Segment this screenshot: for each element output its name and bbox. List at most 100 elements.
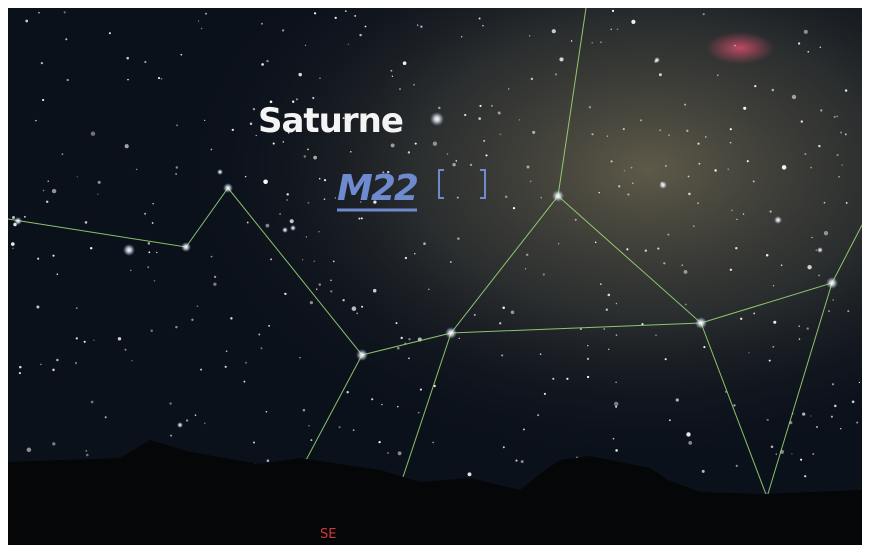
star: [773, 321, 776, 324]
star: [600, 41, 601, 42]
star: [418, 412, 420, 414]
bright-star: [430, 112, 444, 126]
star: [342, 299, 344, 301]
star: [659, 73, 662, 76]
star: [330, 279, 332, 281]
star: [705, 136, 706, 137]
star: [685, 304, 687, 306]
star: [38, 12, 40, 14]
star: [748, 352, 749, 353]
star: [502, 307, 505, 310]
star: [11, 242, 15, 246]
star: [396, 322, 398, 324]
star: [378, 441, 380, 443]
star: [175, 173, 177, 175]
star: [665, 165, 667, 167]
star: [118, 337, 121, 340]
star: [733, 404, 735, 406]
star: [820, 46, 822, 48]
star: [806, 327, 808, 329]
star: [575, 219, 577, 221]
star: [339, 426, 341, 428]
star: [818, 145, 820, 147]
star: [688, 193, 691, 196]
star: [645, 249, 647, 251]
star: [25, 20, 28, 23]
star: [125, 349, 127, 351]
star: [48, 181, 49, 182]
star: [84, 341, 86, 343]
star: [736, 465, 738, 467]
star: [250, 123, 253, 126]
star: [617, 28, 619, 30]
star: [286, 199, 288, 201]
star: [282, 141, 284, 143]
star: [263, 180, 268, 185]
star: [623, 128, 625, 130]
star: [12, 247, 14, 249]
star: [170, 435, 172, 437]
star: [200, 369, 202, 371]
star: [540, 353, 542, 355]
star: [307, 149, 309, 151]
star: [191, 319, 193, 321]
object-label: M22: [337, 168, 418, 209]
star: [420, 389, 422, 391]
star: [498, 112, 501, 115]
star: [640, 119, 642, 121]
star: [98, 181, 101, 184]
star: [611, 160, 613, 162]
star: [627, 193, 629, 195]
star: [811, 237, 812, 238]
star: [836, 116, 838, 118]
star: [399, 88, 400, 89]
star: [587, 376, 589, 378]
star: [261, 63, 264, 66]
star: [298, 73, 301, 76]
star: [665, 358, 667, 360]
star: [391, 143, 395, 147]
star: [606, 309, 608, 311]
star: [615, 449, 618, 452]
star: [397, 406, 399, 408]
star: [304, 155, 306, 157]
star: [335, 197, 336, 198]
star: [529, 35, 530, 36]
star: [201, 28, 203, 30]
star: [305, 45, 306, 46]
star: [810, 167, 812, 169]
star: [136, 169, 138, 171]
star: [186, 419, 188, 421]
star: [631, 20, 635, 24]
star: [156, 252, 157, 253]
star: [57, 273, 59, 275]
star: [243, 381, 245, 383]
star: [282, 29, 284, 31]
star: [801, 120, 803, 122]
star: [93, 340, 94, 341]
star: [587, 345, 588, 346]
star: [810, 415, 811, 416]
star: [766, 254, 769, 256]
star: [532, 131, 535, 134]
star: [52, 255, 54, 257]
star: [86, 454, 89, 457]
star: [804, 153, 806, 155]
star: [852, 400, 855, 403]
bright-star: [282, 227, 288, 233]
star: [740, 318, 742, 320]
star: [676, 398, 679, 401]
star: [319, 178, 321, 180]
sky-view: Saturne M22 SE: [0, 0, 870, 551]
star: [350, 151, 352, 153]
star: [571, 40, 572, 41]
planet-label: Saturne: [258, 101, 403, 141]
star: [290, 219, 294, 223]
star: [245, 176, 247, 178]
star: [24, 216, 26, 218]
star: [303, 409, 306, 412]
star: [631, 167, 633, 169]
star: [831, 416, 833, 418]
star: [728, 169, 729, 170]
star: [161, 78, 163, 80]
